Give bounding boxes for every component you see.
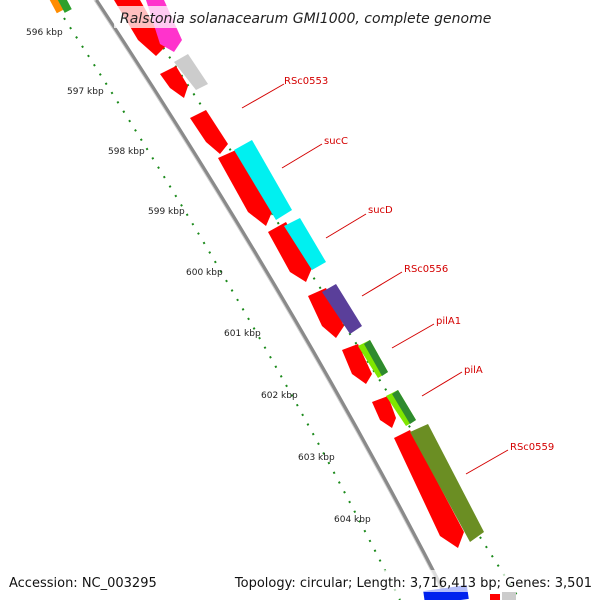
- gene-red-7: [342, 344, 372, 384]
- kbp-ticks: 596 kbp 597 kbp 598 kbp 599 kbp 600 kbp …: [26, 28, 371, 525]
- gene-pila-dark: [392, 390, 416, 424]
- gene-label-pila1[interactable]: pilA1: [436, 316, 461, 327]
- kbp-label: 604 kbp: [334, 515, 371, 525]
- gene-label-pila[interactable]: pilA: [464, 365, 483, 376]
- gene-labels: RSc0553 sucC sucD RSc0556 pilA1 pilA RSc…: [284, 76, 554, 453]
- gene-red-2: [160, 66, 188, 98]
- kbp-label: 597 kbp: [67, 87, 104, 97]
- gene-top-green: [56, 0, 72, 13]
- leader-line: [281, 143, 323, 169]
- leader-line: [241, 83, 285, 109]
- gene-label-sucd[interactable]: sucD: [368, 205, 393, 216]
- gene-sucd: [284, 218, 326, 270]
- gene-rsc0556: [322, 284, 362, 334]
- kbp-label: 599 kbp: [148, 207, 185, 217]
- map-title: Ralstonia solanacearum GMI1000, complete…: [120, 11, 491, 27]
- gene-red-5: [268, 222, 312, 282]
- genome-backbone-highlight: [93, 0, 447, 600]
- genome-summary-text: Topology: circular; Length: 3,716,413 bp…: [234, 576, 592, 591]
- title-backdrop: [114, 6, 458, 28]
- kbp-label: 598 kbp: [108, 147, 145, 157]
- gene-label-rsc0553[interactable]: RSc0553: [284, 76, 328, 87]
- gene-bottom-red: [490, 594, 500, 600]
- genome-backbone: [94, 0, 450, 600]
- gene-rsc0559: [410, 424, 484, 542]
- accession-text: Accession: NC_003295: [9, 576, 157, 591]
- gene-red-3: [190, 110, 228, 154]
- leader-line: [421, 371, 463, 397]
- kbp-label: 596 kbp: [26, 28, 63, 38]
- gene-label-succ[interactable]: sucC: [324, 136, 348, 147]
- gene-label-rsc0559[interactable]: RSc0559: [510, 442, 554, 453]
- kbp-label: 601 kbp: [224, 329, 261, 339]
- footer-backdrop: [0, 570, 600, 592]
- gene-bottom-gray: [502, 592, 516, 600]
- kbp-label: 603 kbp: [298, 453, 335, 463]
- gene-top-orange: [48, 0, 66, 14]
- gene-red-6: [308, 288, 344, 338]
- gene-red-8: [372, 396, 396, 428]
- leader-line: [325, 213, 367, 239]
- gene-rsc0553: [174, 54, 208, 90]
- gene-succ: [234, 140, 292, 220]
- tick-arc-inner: [63, 17, 401, 600]
- gene-red-9: [394, 430, 464, 548]
- gene-label-leaders: [241, 83, 509, 475]
- leader-line: [465, 449, 509, 475]
- gene-label-rsc0556[interactable]: RSc0556: [404, 264, 448, 275]
- leader-line: [361, 271, 403, 297]
- gene-pila1-dark: [364, 340, 388, 376]
- kbp-label: 602 kbp: [261, 391, 298, 401]
- kbp-label: 600 kbp: [186, 268, 223, 278]
- gene-red-4: [218, 150, 272, 226]
- leader-line: [391, 323, 435, 349]
